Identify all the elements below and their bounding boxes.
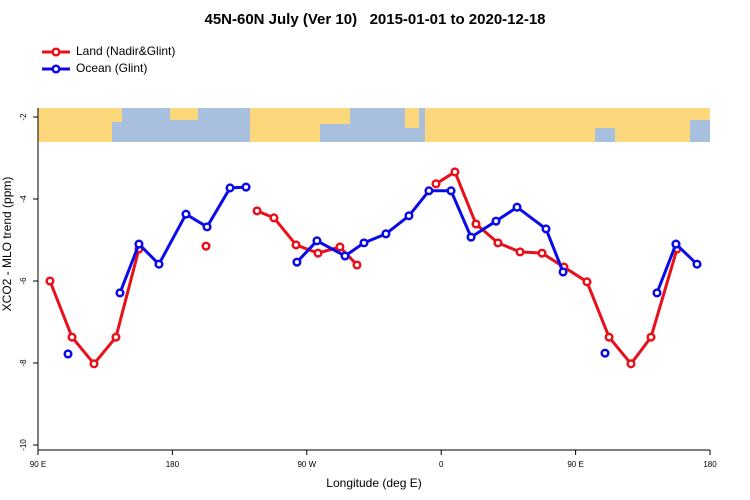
data-point bbox=[541, 224, 551, 234]
data-point bbox=[45, 276, 55, 286]
data-point bbox=[512, 202, 522, 212]
y-tick-label: -8 bbox=[19, 359, 28, 367]
data-point bbox=[491, 216, 501, 226]
legend-marker bbox=[51, 64, 61, 74]
legend-label: Ocean (Glint) bbox=[76, 61, 147, 75]
x-tick-label: 90 E bbox=[30, 460, 46, 469]
data-point bbox=[252, 206, 262, 216]
data-point bbox=[292, 257, 302, 267]
x-tick-label: 90 E bbox=[567, 460, 583, 469]
chart-title: 45N-60N July (Ver 10) 2015-01-01 to 2020… bbox=[204, 11, 545, 28]
x-tick-label: 180 bbox=[166, 460, 180, 469]
data-point bbox=[201, 241, 211, 251]
data-point bbox=[312, 236, 322, 246]
data-point bbox=[67, 332, 77, 342]
data-point bbox=[241, 182, 251, 192]
x-tick-label: 90 W bbox=[297, 460, 316, 469]
data-point bbox=[424, 186, 434, 196]
data-point bbox=[404, 211, 414, 221]
data-point bbox=[63, 349, 73, 359]
y-axis-label: XCO2 - MLO trend (ppm) bbox=[0, 177, 14, 312]
data-point bbox=[537, 248, 547, 258]
data-point bbox=[471, 219, 481, 229]
data-point bbox=[111, 332, 121, 342]
data-point bbox=[291, 240, 301, 250]
data-point bbox=[446, 186, 456, 196]
data-point bbox=[466, 232, 476, 242]
x-tick-label: 0 bbox=[439, 460, 444, 469]
data-point bbox=[340, 251, 350, 261]
map-band bbox=[38, 108, 710, 142]
data-point bbox=[600, 348, 610, 358]
data-point bbox=[431, 179, 441, 189]
data-point bbox=[181, 209, 191, 219]
data-point bbox=[558, 267, 568, 277]
data-point bbox=[352, 260, 362, 270]
data-point bbox=[450, 167, 460, 177]
data-point bbox=[692, 259, 702, 269]
data-point bbox=[202, 222, 212, 232]
data-point bbox=[269, 213, 279, 223]
data-point bbox=[225, 183, 235, 193]
y-tick-label: -6 bbox=[19, 277, 28, 285]
data-point bbox=[652, 288, 662, 298]
data-point bbox=[493, 238, 503, 248]
legend-label: Land (Nadir&Glint) bbox=[76, 44, 175, 58]
data-point bbox=[134, 239, 144, 249]
legend-marker bbox=[51, 47, 61, 57]
data-point bbox=[646, 332, 656, 342]
data-point bbox=[115, 288, 125, 298]
y-tick-label: -10 bbox=[19, 439, 28, 451]
data-point bbox=[626, 359, 636, 369]
x-axis-label: Longitude (deg E) bbox=[326, 476, 421, 490]
data-point bbox=[582, 277, 592, 287]
y-tick-label: -4 bbox=[19, 195, 28, 203]
data-point bbox=[89, 359, 99, 369]
data-point bbox=[604, 332, 614, 342]
data-point bbox=[515, 247, 525, 257]
data-point bbox=[154, 259, 164, 269]
data-point bbox=[671, 239, 681, 249]
data-point bbox=[381, 229, 391, 239]
y-tick-label: -2 bbox=[19, 113, 28, 121]
data-point bbox=[313, 248, 323, 258]
x-tick-label: 180 bbox=[703, 460, 717, 469]
data-point bbox=[359, 238, 369, 248]
data-point bbox=[335, 242, 345, 252]
